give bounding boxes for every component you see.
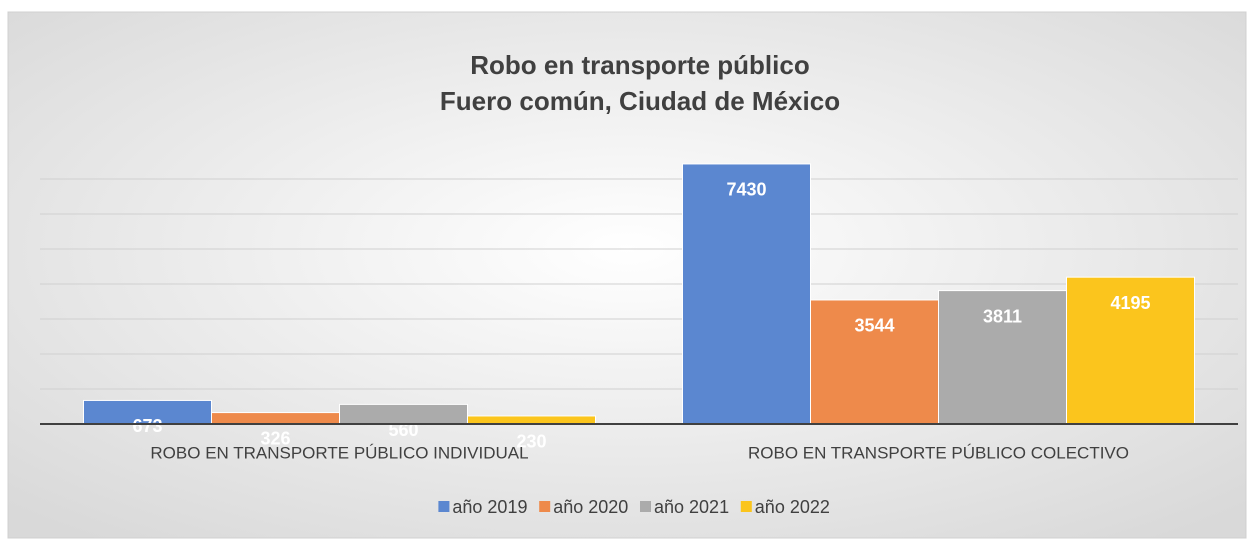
legend-swatch [640, 501, 651, 512]
data-label: 326 [260, 428, 290, 448]
x-tick-label: ROBO EN TRANSPORTE PÚBLICO COLECTIVO [748, 443, 1129, 462]
bar [938, 290, 1067, 425]
bar [682, 163, 811, 425]
data-label: 230 [516, 432, 546, 452]
legend-label: año 2020 [553, 497, 628, 517]
x-tick-label: ROBO EN TRANSPORTE PÚBLICO INDIVIDUAL [150, 443, 528, 462]
bar [467, 415, 596, 425]
data-label: 4195 [1110, 293, 1150, 313]
bar [810, 299, 939, 425]
chart-subtitle: Fuero común, Ciudad de México [440, 86, 840, 116]
legend-label: año 2021 [654, 497, 729, 517]
data-label: 673 [132, 416, 162, 436]
data-label: 3544 [854, 316, 894, 336]
data-label: 7430 [726, 180, 766, 200]
data-label: 3811 [983, 306, 1022, 326]
chart-background [7, 11, 1247, 539]
legend-swatch [539, 501, 551, 512]
legend-label: año 2022 [755, 497, 830, 517]
chart-title: Robo en transporte público [470, 50, 809, 80]
data-label: 560 [388, 420, 418, 440]
bar [211, 412, 340, 425]
legend-swatch [740, 501, 752, 512]
legend-label: año 2019 [452, 497, 527, 517]
legend-swatch [438, 501, 450, 512]
bar [1066, 276, 1195, 425]
